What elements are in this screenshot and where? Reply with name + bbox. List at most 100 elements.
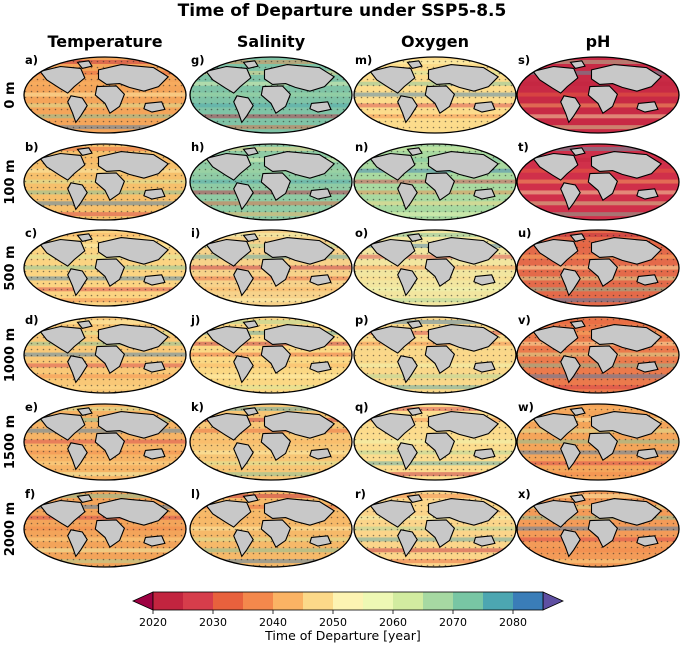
land-mass [424, 432, 456, 462]
land-mass [39, 325, 86, 354]
colorbar-cell [393, 592, 423, 610]
land-mass [143, 188, 166, 200]
land-mass [369, 325, 416, 354]
land-mass [424, 85, 456, 115]
column-header: Oxygen [401, 32, 469, 51]
land-mass [590, 411, 663, 439]
land-mass [427, 64, 500, 92]
land-mass [309, 361, 332, 373]
land-mass [427, 237, 500, 265]
land-mass [369, 238, 416, 267]
panel-label: u) [518, 226, 531, 240]
map-panels: a) g) m) s) b) h) n) t) c) i) o) u) d) j) p) v) e) k) q) w)… [23, 53, 680, 568]
land-mass [369, 152, 416, 181]
land-mass [143, 448, 166, 460]
land-mass [587, 519, 619, 549]
colorbar-ticks: 2020 2030 2040 2050 2060 2070 2080 [139, 610, 527, 629]
land-mass [263, 411, 336, 439]
land-mass [143, 274, 166, 286]
map-panel: w) [516, 400, 680, 481]
land-mass [560, 268, 581, 297]
panel-label: g) [191, 53, 205, 67]
map-panel: q) [353, 400, 517, 481]
land-mass [242, 147, 259, 157]
map-panel: r) [353, 487, 517, 568]
land-mass [94, 432, 126, 462]
map-panel: t) [516, 140, 680, 221]
land-mass [233, 95, 254, 124]
land-mass [67, 95, 88, 124]
land-mass [473, 361, 496, 373]
land-mass [233, 182, 254, 211]
land-mass [242, 494, 259, 504]
land-mass [560, 182, 581, 211]
colorbar-cell [483, 592, 513, 610]
map-panel: j) [189, 313, 353, 394]
map-panel: l) [189, 487, 353, 568]
colorbar-tick-label: 2050 [319, 616, 347, 629]
land-mass [39, 152, 86, 181]
land-mass [260, 345, 292, 375]
land-mass [260, 432, 292, 462]
row-header: 1500 m [3, 415, 18, 469]
land-mass [424, 519, 456, 549]
land-mass [590, 237, 663, 265]
map-panel: k) [189, 400, 353, 481]
land-mass [532, 152, 579, 181]
colorbar-max-extension [542, 591, 564, 611]
panel-label: p) [355, 313, 369, 327]
map-panel: n) [353, 140, 517, 221]
panel-label: k) [191, 400, 204, 414]
row-header: 2000 m [3, 502, 18, 556]
map-panel: e) [23, 400, 187, 481]
land-mass [205, 325, 252, 354]
row-header: 0 m [3, 81, 18, 108]
land-mass [39, 412, 86, 441]
land-mass [532, 325, 579, 354]
panel-label: x) [518, 487, 531, 501]
land-mass [233, 268, 254, 297]
land-mass [427, 498, 500, 526]
land-mass [94, 258, 126, 288]
land-mass [560, 442, 581, 471]
land-mass [242, 407, 259, 417]
land-mass [636, 535, 659, 547]
land-mass [76, 494, 93, 504]
colorbar-min-extension [132, 591, 154, 611]
land-mass [587, 432, 619, 462]
land-mass [233, 529, 254, 558]
land-mass [94, 345, 126, 375]
panel-label: c) [25, 226, 37, 240]
land-mass [76, 233, 93, 243]
land-mass [39, 499, 86, 528]
panel-label: v) [518, 313, 531, 327]
map-panel: p) [353, 313, 517, 394]
land-mass [424, 172, 456, 202]
map-panel: m) [353, 53, 517, 134]
land-mass [424, 258, 456, 288]
colorbar-tick-label: 2020 [139, 616, 167, 629]
land-mass [263, 324, 336, 352]
land-mass [587, 345, 619, 375]
map-panel: v) [516, 313, 680, 394]
row-header: 100 m [3, 159, 18, 204]
column-header: pH [586, 32, 611, 51]
colorbar-cell [213, 592, 243, 610]
land-mass [39, 65, 86, 94]
land-mass [560, 95, 581, 124]
land-mass [97, 151, 170, 179]
colorbar-tick-label: 2030 [199, 616, 227, 629]
land-mass [427, 151, 500, 179]
land-mass [369, 499, 416, 528]
land-mass [242, 233, 259, 243]
land-mass [569, 320, 586, 330]
land-mass [427, 324, 500, 352]
colorbar-cell [153, 592, 183, 610]
land-mass [590, 151, 663, 179]
panel-label: j) [190, 313, 200, 327]
land-mass [532, 238, 579, 267]
map-panel: h) [189, 140, 353, 221]
land-mass [532, 65, 579, 94]
figure-title: Time of Departure under SSP5-8.5 [178, 1, 507, 21]
land-mass [67, 442, 88, 471]
